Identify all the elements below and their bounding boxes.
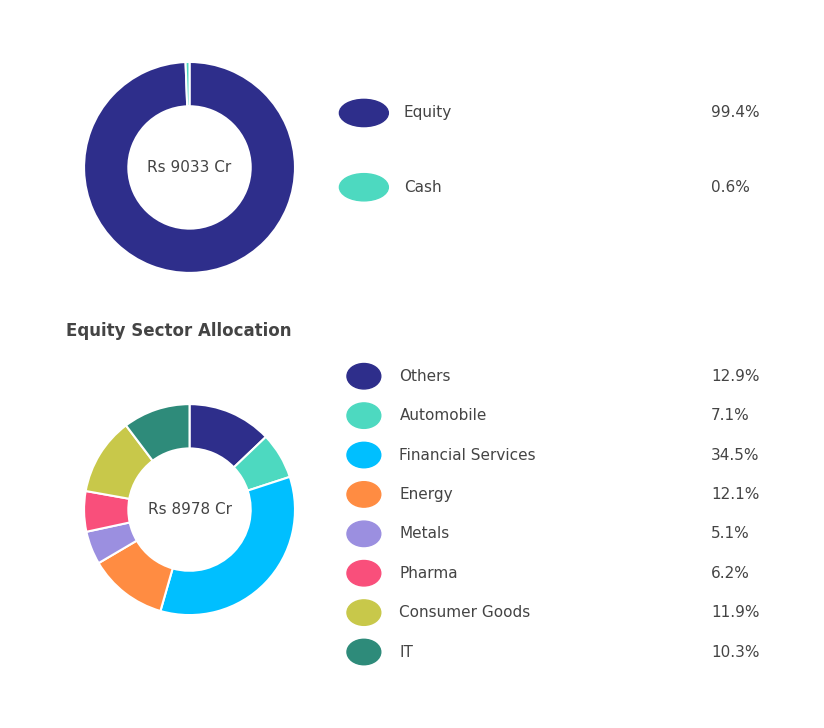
Wedge shape [87,523,137,563]
Text: 12.9%: 12.9% [711,368,760,384]
Wedge shape [126,404,190,461]
Text: 0.6%: 0.6% [711,180,750,195]
Wedge shape [99,541,173,611]
Text: 5.1%: 5.1% [711,526,750,542]
Text: Rs 9033 Cr: Rs 9033 Cr [147,160,232,175]
Text: Automobile: Automobile [400,408,487,423]
Wedge shape [234,437,290,491]
Text: 99.4%: 99.4% [711,106,760,121]
Text: 10.3%: 10.3% [711,644,760,660]
Text: 7.1%: 7.1% [711,408,750,423]
Text: Others: Others [400,368,451,384]
Circle shape [347,600,381,625]
Circle shape [339,174,388,201]
Text: 12.1%: 12.1% [711,487,760,502]
Wedge shape [84,491,129,531]
Text: Rs 8978 Cr: Rs 8978 Cr [147,502,232,517]
Text: Equity: Equity [404,106,452,121]
Text: Metals: Metals [400,526,450,542]
Circle shape [347,482,381,507]
Circle shape [339,100,388,127]
Circle shape [347,639,381,665]
Text: 34.5%: 34.5% [711,448,760,462]
Text: Equity Sector Allocation: Equity Sector Allocation [66,323,292,340]
Text: Consumer Goods: Consumer Goods [400,605,531,620]
Wedge shape [84,62,295,273]
Text: Financial Services: Financial Services [400,448,536,462]
Circle shape [347,443,381,468]
Text: 11.9%: 11.9% [711,605,760,620]
Wedge shape [86,425,152,499]
Wedge shape [190,404,266,467]
Text: Energy: Energy [400,487,453,502]
Text: Pharma: Pharma [400,566,458,581]
Text: Cash: Cash [404,180,442,195]
Text: IT: IT [400,644,414,660]
Circle shape [347,403,381,428]
Circle shape [347,521,381,547]
Circle shape [347,363,381,389]
Wedge shape [185,62,190,106]
Circle shape [347,561,381,586]
Text: 6.2%: 6.2% [711,566,750,581]
Wedge shape [161,477,295,615]
